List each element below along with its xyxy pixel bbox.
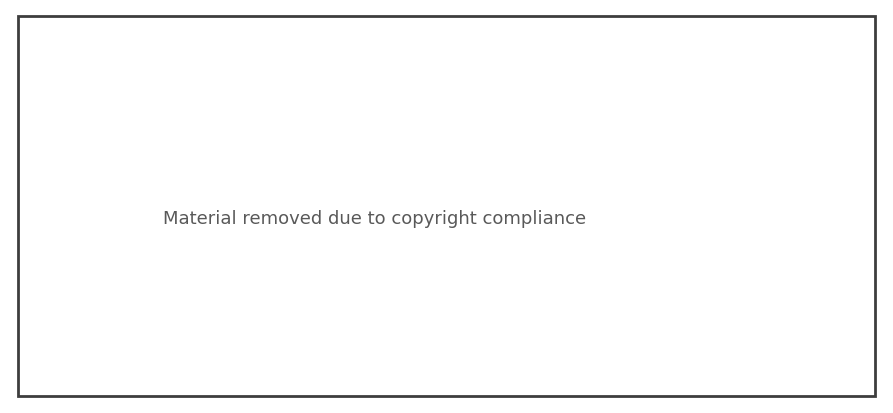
Text: Material removed due to copyright compliance: Material removed due to copyright compli…	[163, 210, 587, 228]
